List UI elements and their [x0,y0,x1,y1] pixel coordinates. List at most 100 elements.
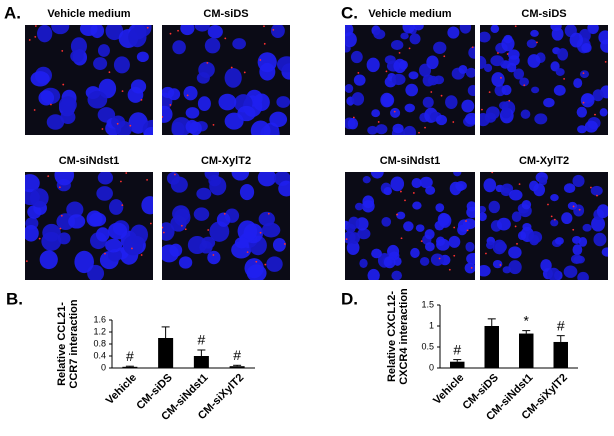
signal-dot [101,128,104,130]
signal-dot [47,175,50,178]
nucleus [490,55,504,67]
nucleus [95,227,110,242]
nucleus [171,121,185,135]
signal-dot [263,42,266,45]
nucleus [258,211,275,227]
nucleus [410,247,420,258]
nucleus [405,83,419,97]
nucleus [435,114,448,126]
nucleus [74,250,94,274]
nucleus [162,222,175,241]
image-title: CM-XylT2 [519,155,569,167]
signal-dot [440,94,443,97]
signal-dot [453,226,456,229]
nucleus [269,111,288,128]
signal-dot [174,173,176,176]
nucleus [345,32,357,48]
y-tick-label: 0.4 [93,350,106,360]
nucleus [553,85,566,96]
signal-dot [162,116,164,118]
signal-dot [62,83,65,86]
nucleus [540,259,552,272]
nucleus [246,264,267,280]
nucleus [433,41,447,54]
nucleus [96,186,113,201]
signal-dot [582,101,585,104]
significance-mark: # [557,317,565,333]
cells [162,25,290,135]
nucleus [253,93,270,112]
nucleus [272,238,286,252]
signal-dot [604,60,607,63]
nucleus [584,120,598,133]
bar [553,341,568,368]
panel-label: D. [341,289,358,308]
nucleus [445,95,458,109]
nucleus [134,25,152,37]
nucleus [216,212,231,227]
nucleus [461,99,475,113]
signal-dot [267,212,270,215]
signal-dot [263,25,265,28]
signal-dot [500,76,502,79]
nucleus [501,84,512,96]
nucleus [180,25,195,36]
signal-dot [206,62,209,64]
signal-dot [207,229,210,231]
nucleus [466,252,475,265]
nucleus [105,238,123,253]
nucleus [197,96,211,112]
signal-dot [514,25,517,28]
nucleus [366,57,380,73]
nucleus [169,243,183,257]
nucleus [141,196,153,215]
nucleus [70,50,84,63]
nucleus [136,51,149,63]
nucleus [468,46,475,59]
nucleus [54,172,75,186]
nucleus [593,232,607,247]
signal-dot [169,32,172,35]
micrograph-bg [345,25,475,135]
nucleus [480,212,487,222]
nucleus [261,222,281,238]
nucleus [508,246,522,259]
signal-dot [400,237,403,240]
nucleus [530,29,539,37]
nucleus [39,250,58,270]
y-tick-label: 0 [101,362,106,372]
signal-dot [140,98,143,101]
nucleus [391,73,406,86]
signal-dot [491,172,494,174]
nucleus [528,231,543,244]
signal-dot [345,238,348,241]
signal-dot [28,39,31,41]
nucleus [196,187,212,200]
signal-dot [385,70,388,73]
nucleus [550,219,559,227]
nucleus [411,178,422,189]
signal-dot [582,72,585,75]
nucleus [448,235,461,248]
y-axis-label: Relative CCL21- [56,302,68,386]
nucleus [123,235,144,256]
nucleus [598,30,608,45]
nucleus [538,177,548,186]
signal-dot [59,227,62,230]
nucleus [183,86,198,101]
signal-dot [25,260,28,263]
nucleus [391,270,403,280]
signal-dot [272,28,275,31]
signal-dot [452,121,455,123]
nucleus [194,25,210,32]
nucleus [390,39,404,51]
y-tick-label: 0 [429,362,434,372]
nucleus [436,238,450,251]
nucleus [257,172,277,187]
nucleus [435,203,445,213]
significance-mark: # [453,341,461,357]
cells [345,25,475,135]
signal-dot [466,229,469,232]
nucleus [362,176,371,184]
